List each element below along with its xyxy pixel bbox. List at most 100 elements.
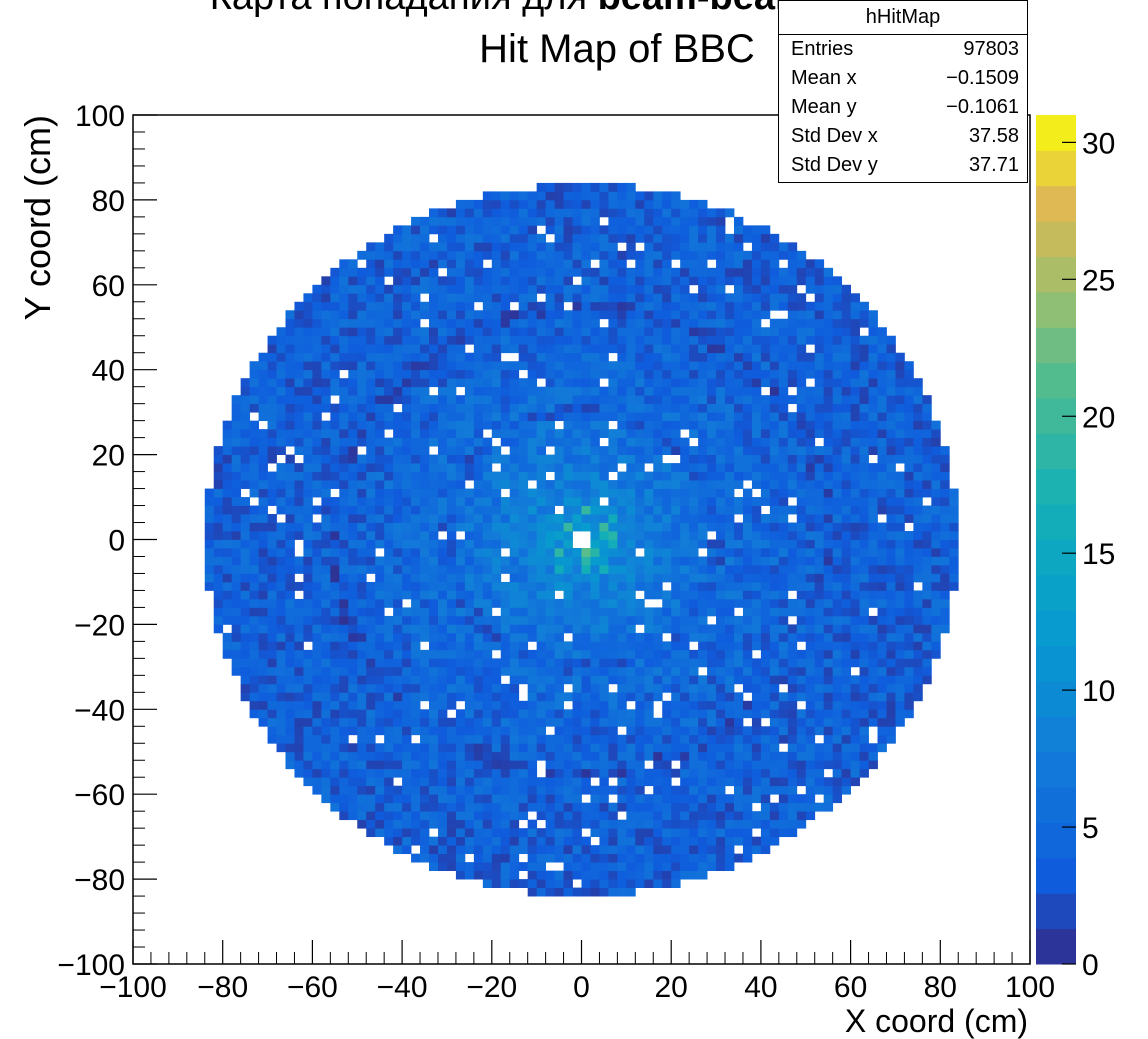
heatmap-bin xyxy=(500,242,511,252)
heatmap-bin xyxy=(491,318,502,328)
heatmap-bin xyxy=(518,564,529,574)
heatmap-bin xyxy=(742,598,753,608)
heatmap-bin xyxy=(581,811,591,821)
heatmap-bin xyxy=(787,717,798,727)
heatmap-bin xyxy=(572,488,582,498)
heatmap-bin xyxy=(859,760,869,770)
heatmap-bin xyxy=(590,564,600,574)
heatmap-bin xyxy=(429,225,439,235)
heatmap-bin xyxy=(644,497,654,506)
heatmap-bin xyxy=(751,259,762,269)
heatmap-bin xyxy=(814,700,825,710)
heatmap-bin xyxy=(473,225,484,235)
heatmap-bin xyxy=(285,429,295,439)
heatmap-bin xyxy=(411,777,421,787)
heatmap-bin xyxy=(644,692,654,702)
heatmap-bin xyxy=(572,284,582,294)
heatmap-bin xyxy=(653,191,663,201)
heatmap-bin xyxy=(859,412,869,422)
heatmap-bin xyxy=(760,335,771,345)
heatmap-bin xyxy=(751,514,762,523)
heatmap-bin xyxy=(473,539,484,549)
heatmap-bin xyxy=(464,828,475,838)
heatmap-bin xyxy=(581,717,591,727)
heatmap-bin xyxy=(626,828,636,838)
heatmap-bin xyxy=(590,369,600,379)
heatmap-bin xyxy=(240,403,251,413)
heatmap-bin xyxy=(653,369,663,379)
heatmap-bin xyxy=(455,497,466,506)
heatmap-bin xyxy=(832,700,843,710)
heatmap-bin xyxy=(473,658,484,668)
heatmap-bin xyxy=(366,403,376,413)
heatmap-bin xyxy=(805,505,816,515)
heatmap-bin xyxy=(635,454,645,464)
heatmap-bin xyxy=(330,794,340,804)
heatmap-bin xyxy=(859,539,869,549)
heatmap-bin xyxy=(411,717,421,727)
heatmap-bin xyxy=(698,615,708,625)
heatmap-bin xyxy=(742,700,753,710)
heatmap-bin xyxy=(707,649,717,659)
heatmap-bin xyxy=(689,700,699,710)
heatmap-bin xyxy=(760,480,771,489)
heatmap-bin xyxy=(446,318,457,328)
heatmap-bin xyxy=(680,344,690,354)
heatmap-bin xyxy=(653,777,663,787)
heatmap-bin xyxy=(832,641,843,651)
heatmap-bin xyxy=(581,870,591,880)
heatmap-bin xyxy=(375,437,385,447)
heatmap-bin xyxy=(751,734,762,744)
heatmap-bin xyxy=(330,751,340,761)
heatmap-bin xyxy=(787,463,798,472)
heatmap-bin xyxy=(698,836,708,846)
heatmap-bin xyxy=(491,454,502,464)
heatmap-bin xyxy=(446,463,457,472)
heatmap-bin xyxy=(267,734,277,744)
heatmap-bin xyxy=(455,802,466,812)
heatmap-bin xyxy=(402,819,412,829)
heatmap-bin xyxy=(267,590,277,600)
heatmap-bin xyxy=(330,480,340,489)
heatmap-bin xyxy=(572,683,582,693)
heatmap-bin xyxy=(402,454,412,464)
heatmap-bin xyxy=(402,318,412,328)
heatmap-bin xyxy=(850,403,860,413)
heatmap-bin xyxy=(671,267,681,277)
heatmap-bin xyxy=(348,743,358,753)
heatmap-bin xyxy=(303,573,313,583)
heatmap-bin xyxy=(617,335,627,345)
heatmap-bin xyxy=(698,199,708,209)
heatmap-bin xyxy=(348,267,358,277)
heatmap-bin xyxy=(267,497,277,506)
heatmap-bin xyxy=(760,539,771,549)
heatmap-bin xyxy=(796,751,807,761)
heatmap-bin xyxy=(680,369,690,379)
heatmap-bin xyxy=(464,199,475,209)
heatmap-bin xyxy=(330,556,340,566)
heatmap-bin xyxy=(339,573,349,583)
heatmap-bin xyxy=(572,845,582,855)
heatmap-bin xyxy=(707,794,717,804)
heatmap-bin xyxy=(384,250,394,260)
heatmap-bin xyxy=(608,199,618,209)
heatmap-bin xyxy=(536,386,547,396)
heatmap-bin xyxy=(608,624,618,634)
heatmap-bin xyxy=(420,378,430,388)
heatmap-bin xyxy=(814,641,825,651)
heatmap-bin xyxy=(644,454,654,464)
heatmap-bin xyxy=(375,250,385,260)
heatmap-bin xyxy=(402,276,412,286)
heatmap-bin xyxy=(473,522,484,532)
heatmap-bin xyxy=(760,233,771,243)
heatmap-bin xyxy=(267,649,277,659)
heatmap-bin xyxy=(689,267,699,277)
heatmap-bin xyxy=(285,386,295,396)
heatmap-bin xyxy=(716,412,726,422)
heatmap-bin xyxy=(375,615,385,625)
heatmap-bin xyxy=(725,811,735,821)
heatmap-bin xyxy=(509,310,520,320)
heatmap-bin xyxy=(751,531,762,540)
heatmap-bin xyxy=(787,539,798,549)
heatmap-bin xyxy=(267,378,277,388)
